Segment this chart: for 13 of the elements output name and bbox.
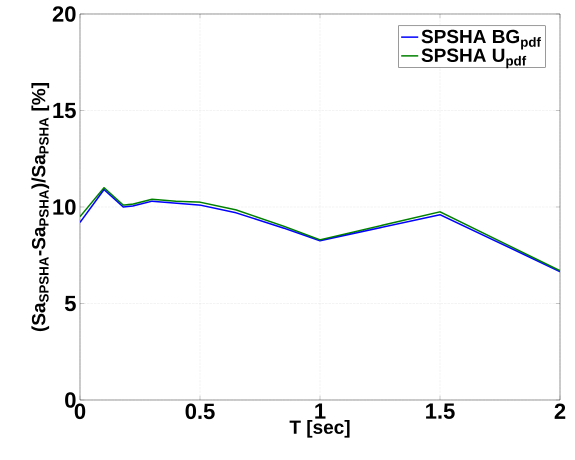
x-axis-title: T [sec] [290,420,350,438]
x-tick-label: 0.5 [186,404,215,420]
legend-label: SPSHA U$_{pdf}$ [422,48,526,68]
y-tick-label: 20 [52,6,76,22]
y-tick-label: 10 [53,199,76,215]
y-tick-label: 15 [53,102,76,118]
y-axis-title: (Sa$_{SPSHA}$-Sa$_{PSHA}$)/Sa$_{PSHA}$ [%] [31,83,50,332]
x-tick-label: 2 [554,404,566,419]
legend-label: SPSHA BG$_{pdf}$ [422,30,541,50]
x-tick-label: 1.5 [426,404,455,419]
y-tick-label: 5 [64,296,76,312]
x-tick-label: 1 [315,404,326,419]
y-tick-label: 0 [65,392,76,408]
